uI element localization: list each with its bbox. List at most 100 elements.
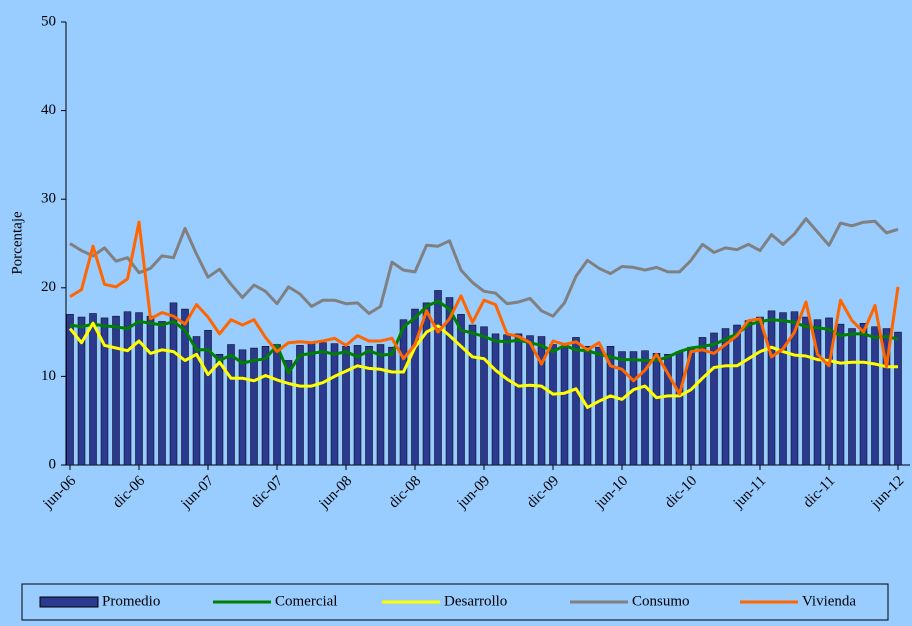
- bar: [261, 346, 270, 466]
- bar: [503, 334, 511, 466]
- x-tick-label: dic-11: [800, 473, 838, 511]
- x-tick-label: dic-09: [524, 473, 562, 511]
- bar: [227, 344, 235, 466]
- bar: [399, 319, 408, 466]
- bar: [710, 332, 718, 466]
- bar: [802, 316, 810, 466]
- bar: [825, 317, 833, 466]
- x-tick-label: jun-08: [316, 473, 356, 513]
- bar: [790, 311, 799, 466]
- bar: [89, 313, 97, 466]
- bar: [388, 346, 396, 466]
- y-axis-label: Porcentaje: [9, 211, 25, 275]
- bar: [698, 337, 707, 466]
- line: [68, 321, 898, 409]
- bar: [204, 330, 212, 466]
- bar: [330, 343, 339, 466]
- x-tick-label: jun-09: [454, 473, 494, 513]
- bar: [158, 321, 166, 466]
- bar: [848, 328, 856, 466]
- bar: [595, 346, 603, 466]
- bar: [146, 315, 155, 466]
- bar: [169, 302, 178, 466]
- y-tick-label: 40: [41, 102, 56, 118]
- bar: [618, 351, 626, 466]
- bar: [238, 349, 247, 466]
- bar: [526, 335, 534, 466]
- bar: [629, 351, 638, 466]
- bar: [192, 336, 201, 466]
- bar: [273, 344, 281, 466]
- bar: [100, 317, 109, 466]
- bar: [135, 312, 143, 466]
- line: [69, 217, 899, 318]
- bar: [606, 346, 615, 466]
- bar: [319, 342, 327, 466]
- y-tick-label: 10: [41, 368, 56, 384]
- bar: [560, 346, 569, 466]
- bar: [215, 354, 224, 466]
- bar: [284, 360, 293, 466]
- bar: [537, 336, 546, 466]
- bar: [549, 344, 557, 466]
- x-tick-label: dic-06: [110, 473, 149, 512]
- legend-box: [21, 583, 889, 621]
- bar: [836, 323, 845, 466]
- bar: [859, 322, 868, 466]
- bar: [514, 333, 523, 466]
- legend-label: Comercial: [275, 593, 337, 609]
- bar: [733, 324, 741, 466]
- y-tick-label: 20: [41, 279, 56, 295]
- bar: [296, 345, 304, 466]
- bar: [376, 344, 385, 466]
- bar: [641, 350, 649, 466]
- legend-label: Desarrollo: [444, 593, 507, 609]
- bar: [491, 333, 500, 466]
- bar: [813, 319, 822, 466]
- bar: [411, 308, 419, 466]
- y-tick-label: 30: [41, 191, 56, 207]
- bar: [353, 345, 362, 466]
- bar: [744, 320, 753, 466]
- bar: [894, 331, 902, 466]
- x-tick-label: jun-07: [178, 473, 218, 513]
- bar: [181, 308, 189, 466]
- y-tick-label: 0: [49, 456, 57, 472]
- x-tick-label: jun-11: [730, 473, 769, 512]
- bar: [756, 316, 764, 466]
- bar: [77, 316, 86, 466]
- x-tick-label: jun-10: [592, 473, 632, 513]
- x-tick-label: dic-08: [386, 473, 424, 511]
- bar: [675, 351, 684, 466]
- legend-swatch: [39, 596, 99, 608]
- x-tick-label: dic-10: [662, 473, 700, 511]
- bar: [112, 315, 120, 466]
- legend-label: Promedio: [102, 593, 160, 609]
- bar: [250, 347, 258, 466]
- legend-label: Consumo: [632, 593, 690, 609]
- x-tick-label: jun-12: [868, 473, 908, 513]
- bar: [721, 328, 730, 466]
- bar: [480, 326, 488, 466]
- line: [69, 220, 900, 396]
- legend-label: Vivienda: [802, 593, 856, 609]
- bar: [66, 314, 74, 466]
- bar: [422, 302, 431, 466]
- bar: [882, 328, 891, 466]
- bar: [779, 312, 787, 466]
- bar: [572, 337, 580, 466]
- bar: [342, 346, 350, 466]
- x-tick-label: dic-07: [248, 473, 287, 512]
- bar: [664, 354, 672, 466]
- bar: [365, 346, 373, 466]
- bar: [434, 290, 442, 466]
- bar: [457, 314, 465, 466]
- bar: [871, 326, 879, 466]
- bar: [307, 342, 316, 466]
- bar: [652, 353, 661, 466]
- bar: [123, 311, 132, 466]
- bar: [445, 297, 454, 466]
- y-tick-label: 50: [41, 13, 56, 29]
- x-tick-label: jun-06: [40, 473, 80, 513]
